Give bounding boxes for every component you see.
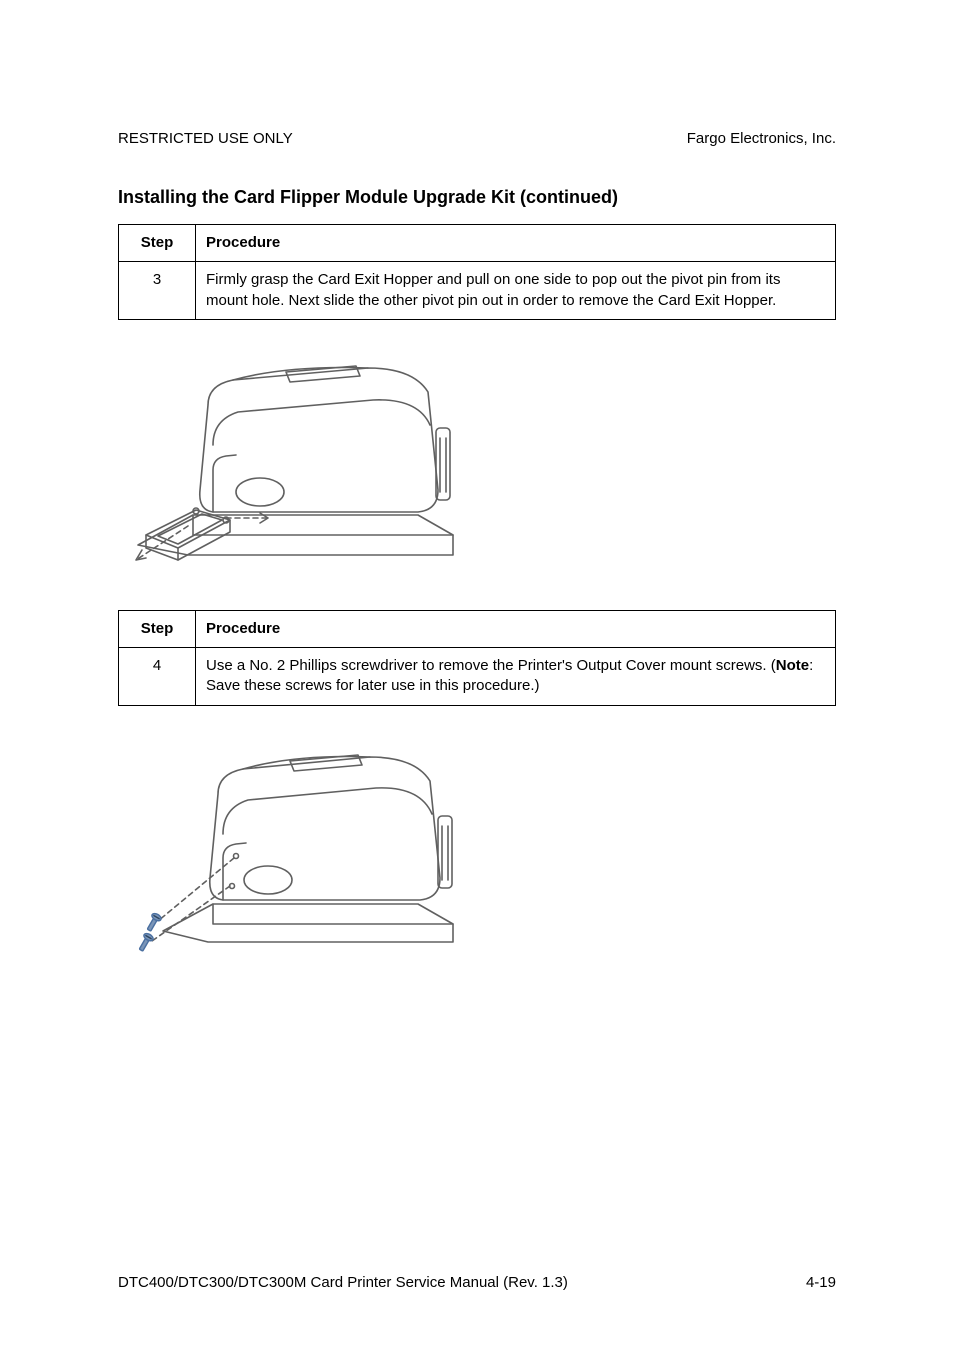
procedure-text-prefix: Use a No. 2 Phillips screwdriver to remo…: [206, 657, 776, 674]
figure-1: Line drawing of card printer with Card E…: [118, 350, 836, 580]
col-header-step: Step: [119, 225, 196, 262]
cell-procedure: Use a No. 2 Phillips screwdriver to remo…: [196, 648, 836, 706]
section-title: Installing the Card Flipper Module Upgra…: [118, 187, 836, 208]
page-header: RESTRICTED USE ONLY Fargo Electronics, I…: [118, 130, 836, 147]
col-header-procedure: Procedure: [196, 225, 836, 262]
figure-2: Line drawing of card printer showing out…: [118, 736, 836, 966]
table-row: 3 Firmly grasp the Card Exit Hopper and …: [119, 262, 836, 320]
col-header-procedure: Procedure: [196, 610, 836, 647]
header-left: RESTRICTED USE ONLY: [118, 130, 293, 147]
table-header-row: Step Procedure: [119, 610, 836, 647]
col-header-step: Step: [119, 610, 196, 647]
table-header-row: Step Procedure: [119, 225, 836, 262]
footer-right: 4-19: [806, 1274, 836, 1291]
header-right: Fargo Electronics, Inc.: [687, 130, 836, 147]
footer-left: DTC400/DTC300/DTC300M Card Printer Servi…: [118, 1274, 568, 1291]
page: RESTRICTED USE ONLY Fargo Electronics, I…: [0, 0, 954, 1351]
procedure-table-1: Step Procedure 3 Firmly grasp the Card E…: [118, 224, 836, 320]
table-row: 4 Use a No. 2 Phillips screwdriver to re…: [119, 648, 836, 706]
printer-illustration-1: Line drawing of card printer with Card E…: [118, 350, 478, 580]
printer-illustration-2: Line drawing of card printer showing out…: [118, 736, 478, 966]
page-footer: DTC400/DTC300/DTC300M Card Printer Servi…: [118, 1274, 836, 1291]
procedure-table-2: Step Procedure 4 Use a No. 2 Phillips sc…: [118, 610, 836, 706]
procedure-text-bold: Note: [776, 657, 809, 674]
cell-procedure: Firmly grasp the Card Exit Hopper and pu…: [196, 262, 836, 320]
cell-step: 4: [119, 648, 196, 706]
cell-step: 3: [119, 262, 196, 320]
